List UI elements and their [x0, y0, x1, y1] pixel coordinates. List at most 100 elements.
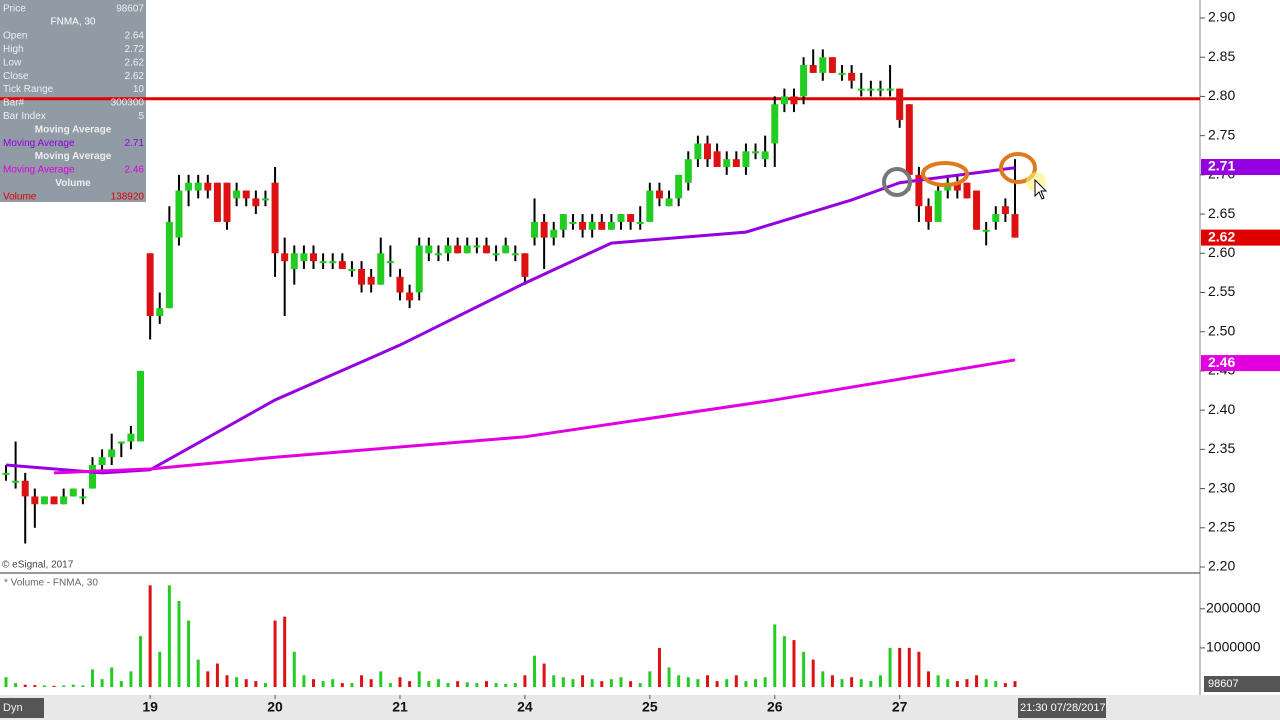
- info-value: 300300: [111, 98, 145, 109]
- candle-body: [876, 88, 884, 91]
- candle-body: [896, 88, 904, 120]
- candle-body: [857, 88, 865, 91]
- volume-bar: [715, 681, 719, 687]
- volume-bar: [4, 677, 8, 687]
- candle-body: [367, 276, 375, 285]
- candle-body: [579, 221, 587, 230]
- y-tick-label: 2.50: [1208, 322, 1235, 338]
- volume-bar: [792, 640, 796, 687]
- x-tick-label: 20: [267, 699, 283, 715]
- volume-bar: [196, 659, 200, 687]
- candle-body: [50, 496, 58, 505]
- volume-bar: [436, 679, 440, 687]
- candle-body: [146, 253, 154, 317]
- candle-body: [636, 221, 644, 224]
- candle-body: [108, 449, 116, 458]
- highlight-circle: [882, 167, 912, 197]
- candle-body: [98, 457, 106, 466]
- candle-body: [723, 159, 731, 168]
- candle-body: [511, 253, 519, 256]
- volume-bar: [263, 683, 267, 687]
- volume-bar: [360, 675, 364, 687]
- highlight-ellipse: [921, 161, 969, 187]
- volume-bar: [100, 679, 104, 687]
- candle-body: [742, 151, 750, 168]
- candle-body: [992, 214, 1000, 222]
- candle-body: [463, 245, 471, 254]
- candle-body: [838, 72, 846, 75]
- info-value: 10: [133, 84, 145, 95]
- candle-body: [492, 253, 500, 256]
- volume-bar: [90, 669, 94, 687]
- x-tick-label: 25: [642, 699, 658, 715]
- candle-body: [338, 261, 346, 269]
- volume-bar: [119, 681, 123, 687]
- price-tag-label: 2.46: [1208, 354, 1235, 370]
- volume-bar: [705, 675, 709, 687]
- candle-body: [156, 308, 164, 317]
- price-tag: [1201, 159, 1280, 176]
- candle-body: [550, 229, 558, 238]
- volume-bar: [273, 620, 277, 687]
- volume-bar: [629, 681, 633, 687]
- volume-bar: [917, 651, 921, 687]
- candle-body: [655, 190, 663, 199]
- volume-bar: [773, 624, 777, 687]
- volume-bar: [552, 675, 556, 687]
- candle-body: [559, 214, 567, 230]
- info-label: Moving Average: [3, 165, 75, 176]
- candle-body: [473, 245, 481, 248]
- volume-bar: [840, 679, 844, 687]
- volume-bar: [33, 685, 37, 687]
- volume-bar: [965, 679, 969, 687]
- volume-bar: [187, 620, 191, 687]
- volume-bar: [513, 683, 517, 687]
- candle-body: [204, 182, 212, 191]
- info-label: Moving Average: [3, 138, 75, 149]
- candle-body: [117, 441, 125, 444]
- info-value: 2.62: [125, 57, 145, 68]
- candle-body: [953, 182, 961, 191]
- volume-bar: [811, 659, 815, 687]
- volume-bar: [23, 684, 27, 687]
- info-heading: Moving Average: [35, 151, 112, 162]
- candle-body: [329, 261, 337, 264]
- price-box: [1204, 676, 1280, 692]
- candle-body: [194, 182, 202, 191]
- volume-bar: [523, 675, 527, 687]
- candle-body: [607, 221, 615, 230]
- info-label: Low: [3, 57, 22, 68]
- info-value: 2.64: [125, 31, 145, 42]
- candle-body: [828, 57, 836, 73]
- candle-body: [348, 268, 356, 271]
- info-label: Close: [3, 71, 29, 82]
- volume-bar: [504, 683, 508, 687]
- volume-bar: [340, 683, 344, 687]
- volume-tick-label: 1000000: [1206, 639, 1261, 655]
- candle-body: [848, 72, 856, 81]
- candle-body: [271, 182, 279, 254]
- y-tick-label: 2.35: [1208, 440, 1235, 456]
- volume-bar: [802, 651, 806, 687]
- volume-bar: [725, 679, 729, 687]
- info-label: High: [3, 44, 24, 55]
- candle-body: [973, 190, 981, 230]
- volume-bar: [42, 685, 46, 687]
- volume-bar: [830, 675, 834, 687]
- candle-body: [540, 221, 548, 238]
- candle-body: [127, 433, 135, 442]
- volume-bar: [936, 675, 940, 687]
- candle-body: [175, 190, 183, 238]
- volume-bar: [475, 683, 479, 687]
- candle-body: [780, 96, 788, 105]
- candle-body: [627, 214, 635, 222]
- volume-bar: [52, 685, 56, 687]
- candle-body: [213, 182, 221, 222]
- candle-body: [165, 221, 173, 309]
- candle-body: [569, 221, 577, 224]
- y-tick-label: 2.90: [1208, 9, 1235, 25]
- candle-body: [252, 198, 260, 207]
- y-tick-label: 2.40: [1208, 401, 1235, 417]
- candle-body: [79, 496, 87, 499]
